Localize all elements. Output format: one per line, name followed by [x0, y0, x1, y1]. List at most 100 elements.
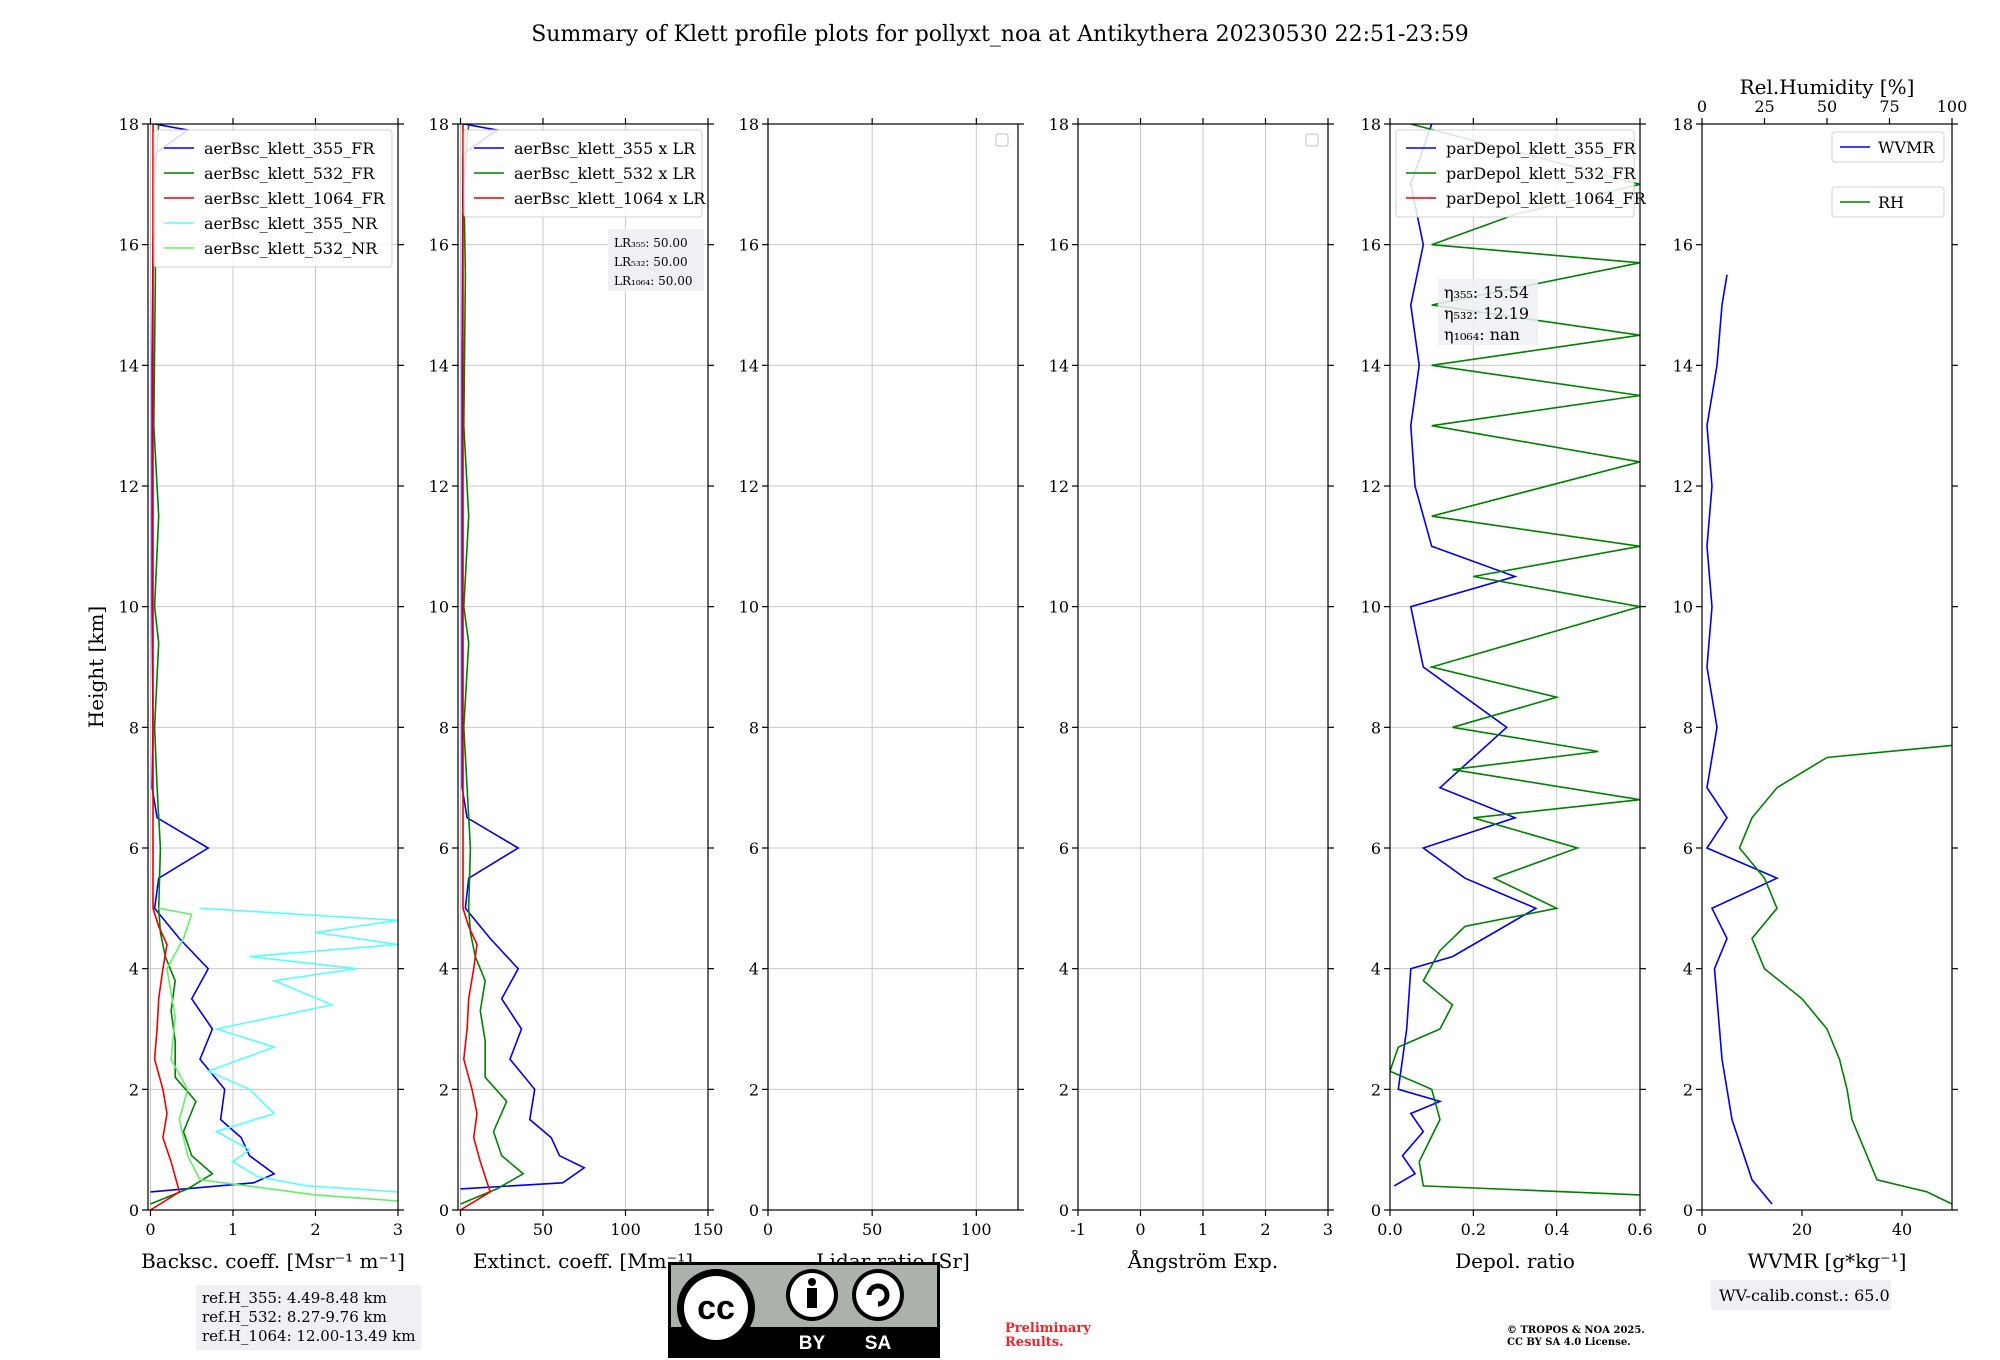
cc-circle-inner [684, 1276, 748, 1340]
legend-box [1395, 129, 1635, 218]
ytick-label: 4 [129, 960, 139, 979]
series-line-aerBsc_klett_532 x LR [460, 124, 525, 1205]
top-axis-label: Rel.Humidity [%] [1740, 75, 1915, 99]
copyright-line-2: CC BY SA 4.0 License. [1507, 1337, 1631, 1348]
refh-355: ref.H_355: 4.49-8.48 km [202, 1289, 387, 1307]
ytick-label: 2 [1371, 1080, 1381, 1099]
ytick-label: 10 [119, 598, 139, 617]
series-group [1390, 124, 1640, 1196]
xtick-label: 50 [533, 1220, 553, 1239]
series-line-aerBsc_klett_355_FR [150, 124, 276, 1193]
ytick-label: 18 [429, 115, 449, 134]
xtick-label: 0 [1135, 1220, 1145, 1239]
top-tick-label: 50 [1817, 97, 1837, 116]
ytick-label: 10 [429, 598, 449, 617]
legend-box [153, 129, 393, 268]
axes-frame [1701, 123, 1953, 1211]
ytick-label: 8 [439, 718, 449, 737]
ytick-label: 12 [1361, 477, 1381, 496]
xaxis-label: Extinct. coeff. [Mm⁻¹] [473, 1249, 693, 1273]
annotation-text: η₅₃₂: 12.19 [1444, 304, 1529, 323]
series-line-RH [1738, 744, 1952, 1205]
ytick-label: 0 [1059, 1201, 1069, 1220]
annotation-box [1711, 1280, 1891, 1310]
ytick-label: 16 [1049, 236, 1069, 255]
ytick-label: 0 [439, 1201, 449, 1220]
axes-frame [767, 123, 1019, 1211]
empty-legend-box [1305, 133, 1319, 147]
ytick-label: 10 [739, 598, 759, 617]
xtick-label: 2 [1260, 1220, 1270, 1239]
preliminary-note: Preliminary Results. [1005, 1322, 1091, 1350]
series-line-aerBsc_klett_355_NR [199, 907, 398, 1193]
legend-label: aerBsc_klett_532 x LR [514, 164, 696, 183]
ytick-label: 12 [119, 477, 139, 496]
ytick-label: 2 [439, 1080, 449, 1099]
legend-box [1831, 131, 1945, 163]
ytick-label: 14 [1673, 356, 1693, 375]
ytick-label: 6 [129, 839, 139, 858]
xtick-label: 0.0 [1377, 1220, 1402, 1239]
legend-box [1831, 186, 1945, 218]
ytick-label: 6 [749, 839, 759, 858]
ytick-label: 18 [1673, 115, 1693, 134]
ytick-label: 18 [119, 115, 139, 134]
xaxis-label: Ångström Exp. [1127, 1248, 1278, 1273]
ytick-label: 14 [739, 356, 759, 375]
series-line-aerBsc_klett_1064_FR [150, 124, 181, 1210]
ytick-label: 8 [1683, 718, 1693, 737]
xtick-label: 1 [1198, 1220, 1208, 1239]
ytick-label: 16 [739, 236, 759, 255]
top-tick-label: 0 [1697, 97, 1707, 116]
sa-icon-arrow [866, 1283, 890, 1307]
sa-label: SA [865, 1333, 892, 1354]
ytick-label: 6 [439, 839, 449, 858]
ytick-label: 12 [739, 477, 759, 496]
ytick-label: 16 [1361, 236, 1381, 255]
series-line-WVMR [1705, 274, 1779, 1205]
legend-box [463, 129, 703, 218]
xtick-label: 0.2 [1461, 1220, 1486, 1239]
series-line-aerBsc_klett_355 x LR [460, 124, 586, 1190]
ytick-label: 6 [1683, 839, 1693, 858]
legend-label: aerBsc_klett_355_FR [204, 139, 375, 158]
xtick-label: 50 [862, 1220, 882, 1239]
xtick-label: 3 [1323, 1220, 1333, 1239]
xtick-label: 1 [228, 1220, 238, 1239]
series-line-parDepol_klett_532_FR [1390, 124, 1640, 1196]
ytick-label: 10 [1673, 598, 1693, 617]
ytick-label: 4 [749, 960, 759, 979]
yaxis-label: Height [km] [84, 606, 108, 728]
ytick-label: 8 [1059, 718, 1069, 737]
axes-frame [457, 123, 709, 1211]
ytick-label: 16 [119, 236, 139, 255]
refh-532: ref.H_532: 8.27-9.76 km [202, 1308, 387, 1326]
ytick-label: 8 [749, 718, 759, 737]
ytick-label: 2 [1059, 1080, 1069, 1099]
annotation-text: LR₁₀₆₄: 50.00 [614, 274, 692, 288]
xtick-label: 100 [961, 1220, 992, 1239]
annotation-text: LR₃₅₅: 50.00 [614, 236, 688, 250]
ytick-label: 14 [429, 356, 449, 375]
by-icon-body [807, 1288, 817, 1308]
xtick-label: 0.4 [1544, 1220, 1569, 1239]
series-line-parDepol_klett_355_FR [1393, 124, 1538, 1187]
ytick-label: 0 [129, 1201, 139, 1220]
sa-icon-inner [856, 1273, 900, 1317]
ytick-label: 10 [1049, 598, 1069, 617]
by-label: BY [799, 1333, 826, 1354]
legend-label: aerBsc_klett_1064_FR [204, 189, 386, 208]
xaxis-label: Backsc. coeff. [Msr⁻¹ m⁻¹] [141, 1249, 405, 1273]
ytick-label: 6 [1059, 839, 1069, 858]
ytick-label: 14 [1049, 356, 1069, 375]
ytick-label: 12 [1049, 477, 1069, 496]
ytick-label: 2 [129, 1080, 139, 1099]
panel-depol: 0 2 4 6 8 10 12 14 16 18 0.0 0.2 0.4 0.6 Depol. ratio p… [1361, 115, 1653, 1273]
annotation-text: η₃₅₅: 15.54 [1444, 283, 1529, 302]
cc-logo-text: cc [697, 1289, 735, 1327]
